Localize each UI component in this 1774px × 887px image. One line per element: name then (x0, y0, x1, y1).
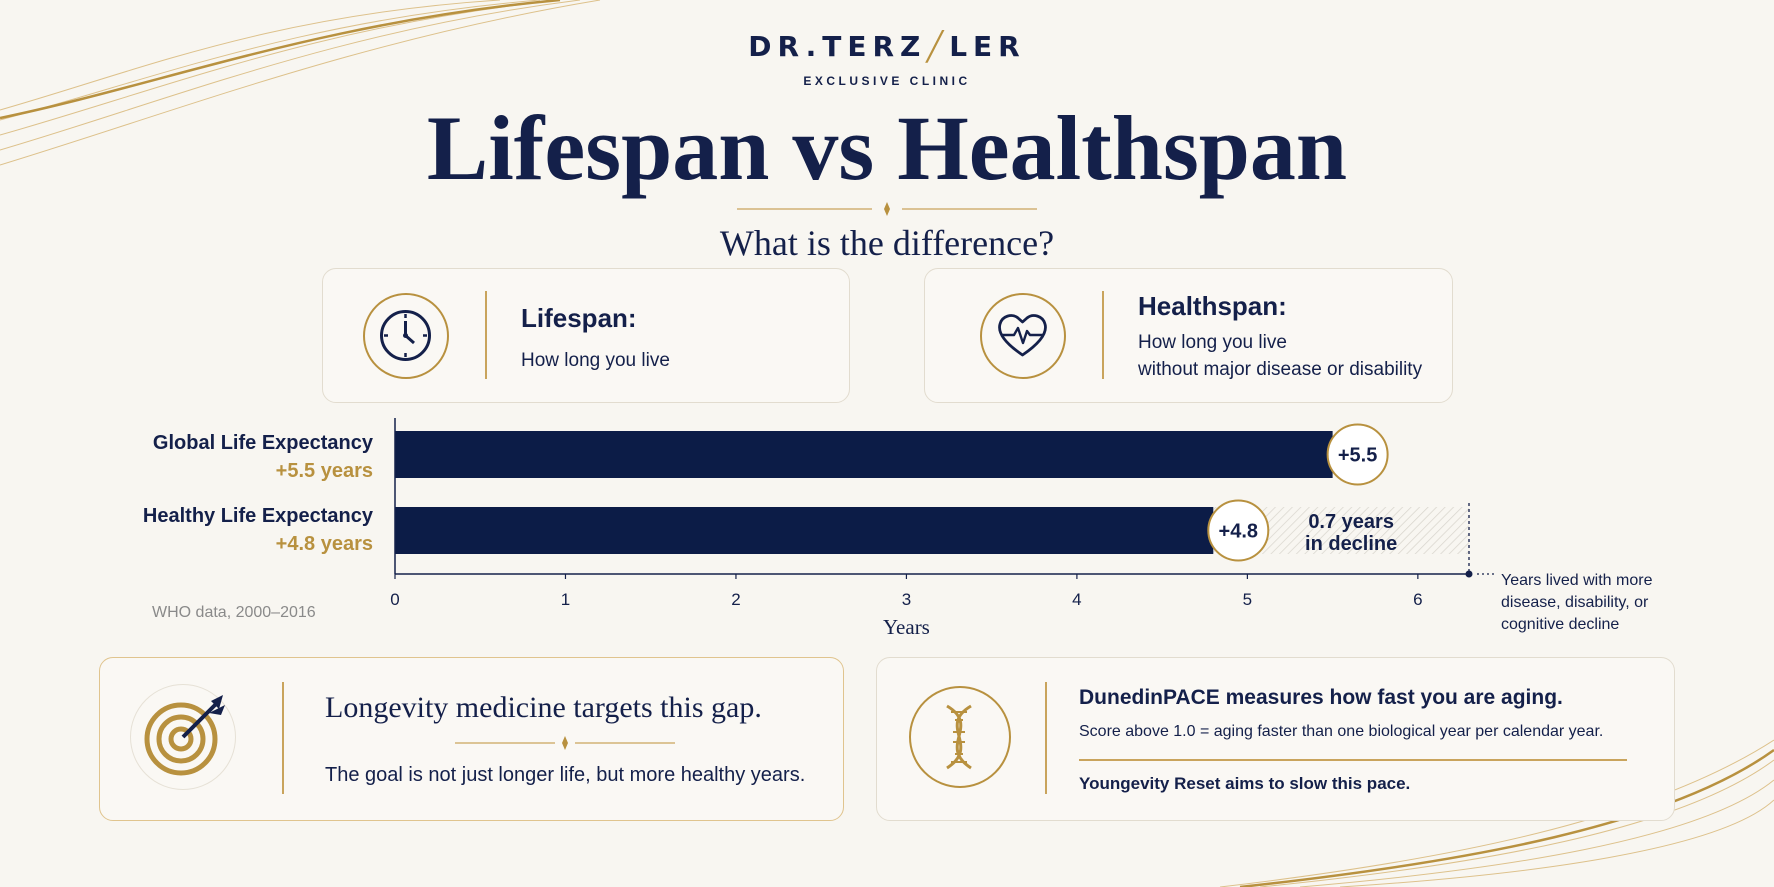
lifespan-heading: Lifespan: (521, 303, 637, 333)
page-title: Lifespan vs Healthspan (426, 97, 1348, 199)
card-divider (1045, 682, 1047, 794)
longevity-text: The goal is not just longer life, but mo… (325, 764, 806, 786)
category-label-healthy: Healthy Life Expectancy (142, 505, 373, 527)
x-tick-label: 0 (390, 590, 399, 609)
data-label: +4.8 (1219, 521, 1258, 543)
longevity-heading: Longevity medicine targets this gap. (325, 691, 762, 724)
gap-note-line: disease, disability, or (1501, 594, 1649, 611)
source-note: WHO data, 2000–2016 (152, 604, 316, 621)
longevity-card: Longevity medicine targets this gap. The… (99, 657, 844, 821)
dunedinpace-note: Youngevity Reset aims to slow this pace. (1079, 774, 1411, 793)
gap-end-dot (1465, 570, 1473, 578)
card-divider (282, 682, 284, 794)
gap-note-line: cognitive decline (1501, 616, 1620, 633)
lifespan-text: How long you live (521, 350, 670, 371)
category-sublabel-global: +5.5 years (275, 460, 373, 482)
title-divider (737, 202, 1037, 216)
data-label-badge (1207, 499, 1270, 562)
healthspan-text-line2: without major disease or disability (1138, 359, 1423, 380)
card-divider (485, 291, 487, 379)
gap-annotation-line1: 0.7 years (1308, 511, 1394, 533)
dunedinpace-heading: DunedinPACE measures how fast you are ag… (1079, 686, 1563, 709)
gap-note-line: Years lived with more (1501, 572, 1653, 589)
card-divider (1102, 291, 1104, 379)
x-tick-label: 1 (561, 590, 570, 609)
x-axis-label: Years (883, 615, 930, 639)
target-arrow-icon (130, 684, 236, 790)
brand-subtitle: EXCLUSIVE CLINIC (803, 74, 971, 88)
healthspan-card: Healthspan: How long you live without ma… (924, 268, 1453, 403)
page-subtitle: What is the difference? (719, 223, 1055, 263)
heading-divider (455, 736, 675, 750)
clock-icon (363, 293, 449, 379)
x-tick-label: 2 (731, 590, 740, 609)
gap-annotation-line2: in decline (1305, 533, 1397, 555)
category-sublabel-healthy: +4.8 years (275, 533, 373, 555)
dunedinpace-text: Score above 1.0 = aging faster than one … (1079, 723, 1604, 740)
healthspan-text-line1: How long you live (1138, 332, 1287, 353)
x-tick-label: 6 (1413, 590, 1422, 609)
dunedinpace-card: DunedinPACE measures how fast you are ag… (876, 657, 1675, 821)
x-tick-label: 5 (1243, 590, 1252, 609)
brand-logo: DR.TERZ╱LER (748, 30, 1026, 63)
gap-note: Years lived with more disease, disabilit… (1501, 570, 1681, 636)
healthspan-heading: Healthspan: (1138, 291, 1287, 321)
x-tick-label: 3 (902, 590, 911, 609)
heart-pulse-icon (980, 293, 1066, 379)
card-rule (1079, 759, 1627, 761)
lifespan-card: Lifespan: How long you live (322, 268, 850, 403)
category-label-global: Global Life Expectancy (152, 432, 373, 454)
bar (395, 431, 1333, 478)
bar (395, 507, 1214, 554)
data-label: +5.5 (1338, 445, 1377, 467)
data-label-badge (1326, 423, 1389, 486)
x-tick-label: 4 (1072, 590, 1081, 609)
dna-icon (909, 686, 1011, 788)
